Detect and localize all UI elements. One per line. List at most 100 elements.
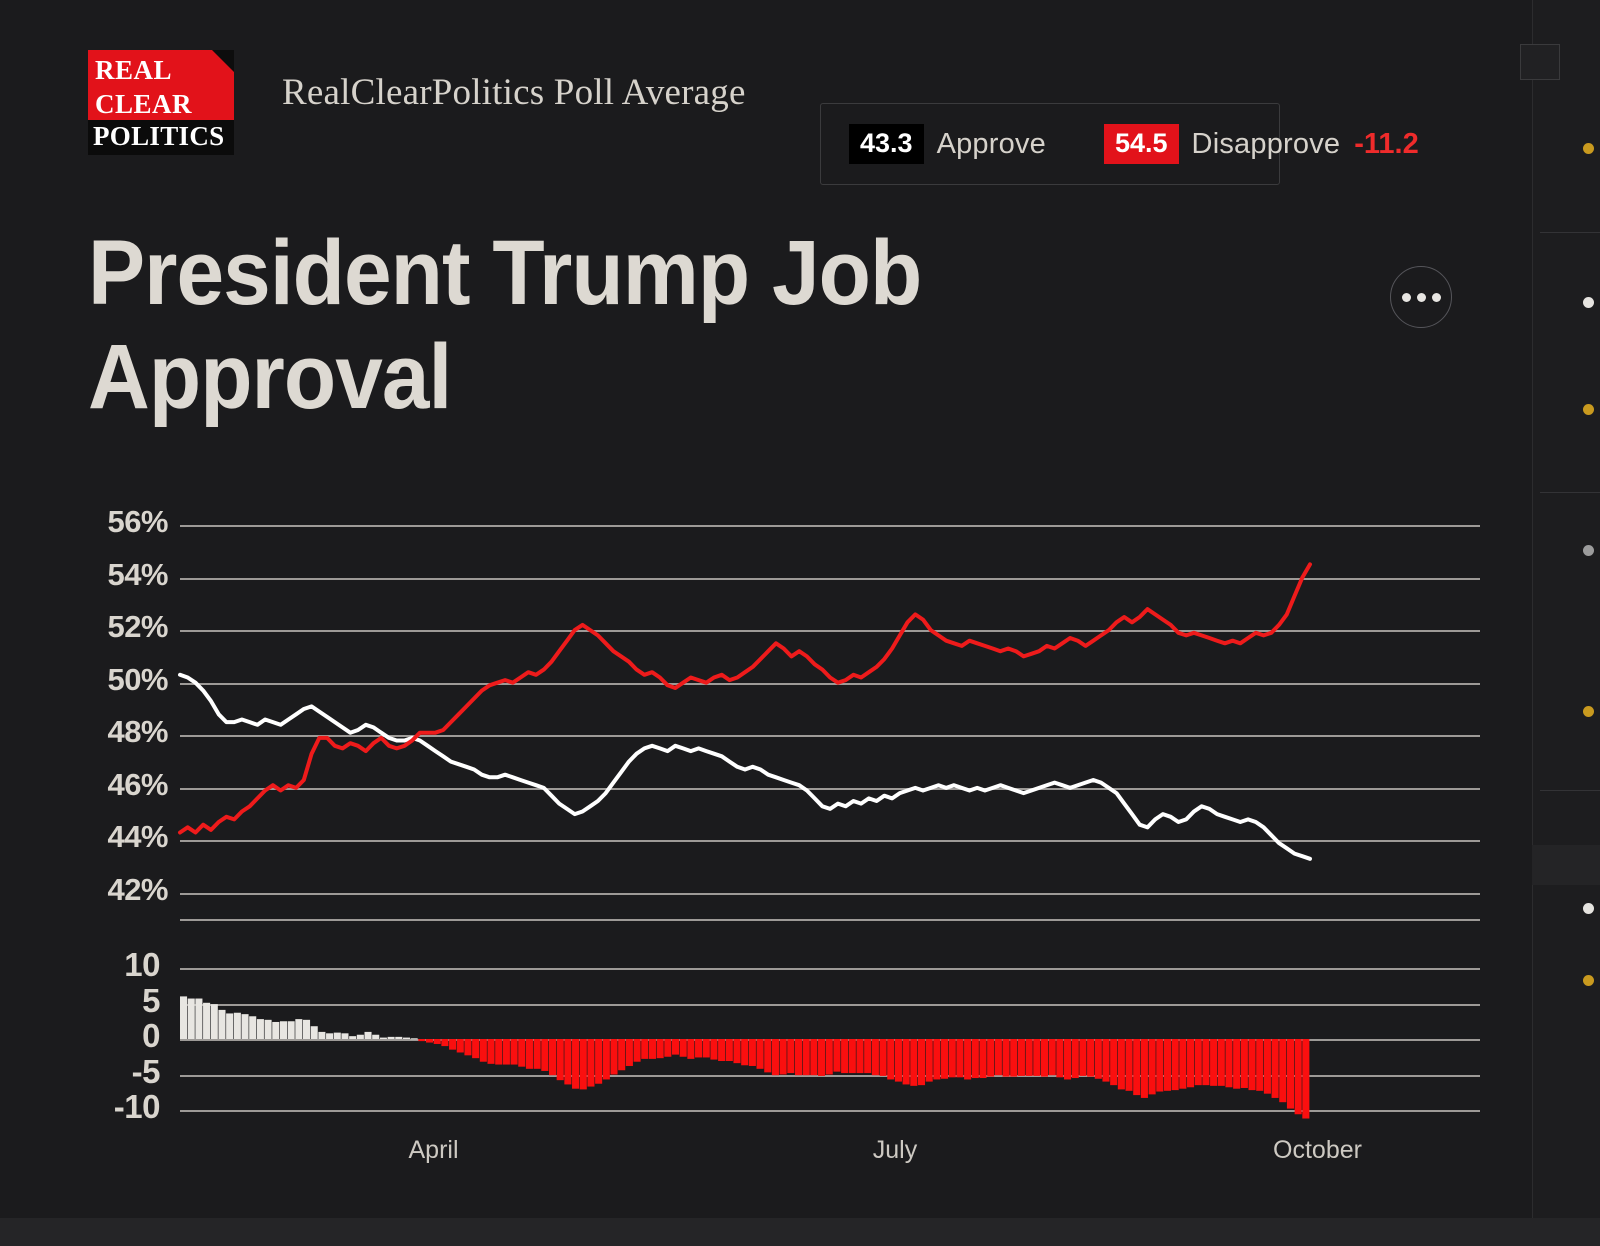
spread-bar [449, 1039, 457, 1050]
spread-bar [349, 1036, 357, 1039]
spread-bar [1263, 1039, 1271, 1094]
spread-bar [871, 1039, 879, 1076]
sliver-card-box [1520, 44, 1560, 80]
sliver-status-dot [1583, 545, 1594, 556]
spread-bar [226, 1013, 234, 1039]
spread-bar [441, 1039, 449, 1047]
spread-bar [1210, 1039, 1218, 1086]
spread-bar [1194, 1039, 1202, 1086]
spread-bar [710, 1039, 718, 1060]
sliver-status-dot [1583, 903, 1594, 914]
spread-bar [948, 1039, 956, 1078]
disapprove-value-badge: 54.5 [1103, 124, 1179, 164]
spread-bar [356, 1034, 364, 1039]
spread-bar [818, 1039, 826, 1076]
spread-bar [1010, 1039, 1018, 1077]
spread-bar [1017, 1039, 1025, 1076]
spread-bar [671, 1039, 680, 1055]
gridline [180, 893, 1480, 895]
disapprove-stat-group: 54.5 Disapprove -11.2 [1103, 124, 1419, 164]
right-edge-panel [1520, 0, 1600, 1246]
logo-corner-fold-icon [212, 50, 234, 72]
spread-bar [326, 1033, 334, 1039]
spread-bar [771, 1039, 779, 1076]
spread-bar [1271, 1039, 1279, 1098]
spread-bar [848, 1039, 856, 1074]
gridline [180, 683, 1480, 685]
spread-bar [1187, 1039, 1195, 1088]
spread-bar [1064, 1039, 1072, 1080]
spread-bar [1286, 1039, 1295, 1109]
ellipsis-icon [1431, 292, 1441, 302]
spread-bar [1133, 1039, 1141, 1096]
page-title: President Trump Job Approval [88, 222, 922, 428]
spread-bar [218, 1009, 226, 1039]
spread-bar [725, 1039, 733, 1062]
spread-bar [410, 1038, 418, 1040]
spread-bar [579, 1039, 587, 1090]
spread-bar [648, 1039, 656, 1059]
y-axis-tick: 44% [107, 819, 168, 855]
spread-bar [1125, 1039, 1133, 1091]
y-axis-tick: 46% [107, 766, 168, 802]
spread-bar [633, 1039, 641, 1062]
spread-bar [587, 1039, 595, 1087]
spread-bar [472, 1039, 480, 1059]
spread-bar [964, 1039, 972, 1080]
gridline [180, 735, 1480, 737]
spread-bar [864, 1039, 872, 1074]
spread-bar [180, 996, 188, 1039]
spread-bar [841, 1039, 849, 1074]
spread-bar [564, 1039, 572, 1085]
spread-bar [287, 1021, 295, 1039]
spread-bar [802, 1039, 810, 1076]
spread-bar [456, 1039, 464, 1053]
spread-bar [825, 1039, 833, 1075]
logo-black-block: POLITICS [88, 120, 234, 155]
spread-bar [941, 1039, 949, 1079]
spread-bar [1171, 1039, 1179, 1091]
y-axis-tick: 56% [107, 504, 168, 539]
ellipsis-icon [1416, 292, 1426, 302]
spread-bar [925, 1039, 933, 1082]
spread-bar [203, 1002, 211, 1039]
y-axis-tick: 0 [142, 1017, 160, 1054]
y-axis-tick: 50% [107, 661, 168, 697]
gridline [180, 919, 1480, 921]
spread-bar [1040, 1039, 1049, 1077]
spread-bar [487, 1039, 495, 1064]
spread-bar [1233, 1039, 1241, 1089]
spread-bar [887, 1039, 895, 1080]
spread-bar [718, 1039, 726, 1062]
gridline [180, 840, 1480, 842]
spread-bar [556, 1039, 564, 1081]
gridline [180, 525, 1480, 527]
spread-bar [1256, 1039, 1264, 1091]
spread-bar [1179, 1039, 1187, 1089]
y-axis-tick: 42% [107, 872, 168, 907]
spread-bar [1302, 1039, 1310, 1119]
more-options-button[interactable] [1390, 266, 1452, 328]
spread-bar [379, 1037, 387, 1039]
logo-red-block: REAL CLEAR [88, 50, 234, 123]
spread-bar [233, 1012, 241, 1039]
spread-bar [910, 1039, 918, 1086]
y-axis-tick: 52% [107, 609, 168, 645]
spread-bar [502, 1039, 510, 1065]
spread-bar [418, 1039, 426, 1042]
spread-bar [495, 1039, 503, 1065]
spread-bar [733, 1039, 741, 1064]
spread-bar [1279, 1039, 1287, 1103]
spread-bar [364, 1031, 372, 1039]
spread-bar [241, 1014, 249, 1039]
spread-bar [1117, 1039, 1125, 1090]
gridline [180, 968, 1480, 970]
approval-summary-bar: 43.3 Approve 54.5 Disapprove -11.2 [820, 103, 1419, 185]
spread-bar [595, 1039, 603, 1084]
y-axis-tick: -10 [113, 1088, 161, 1125]
x-axis-tick: October [1273, 1136, 1362, 1164]
spread-bar [279, 1021, 287, 1039]
sliver-highlight-card [1532, 845, 1600, 885]
